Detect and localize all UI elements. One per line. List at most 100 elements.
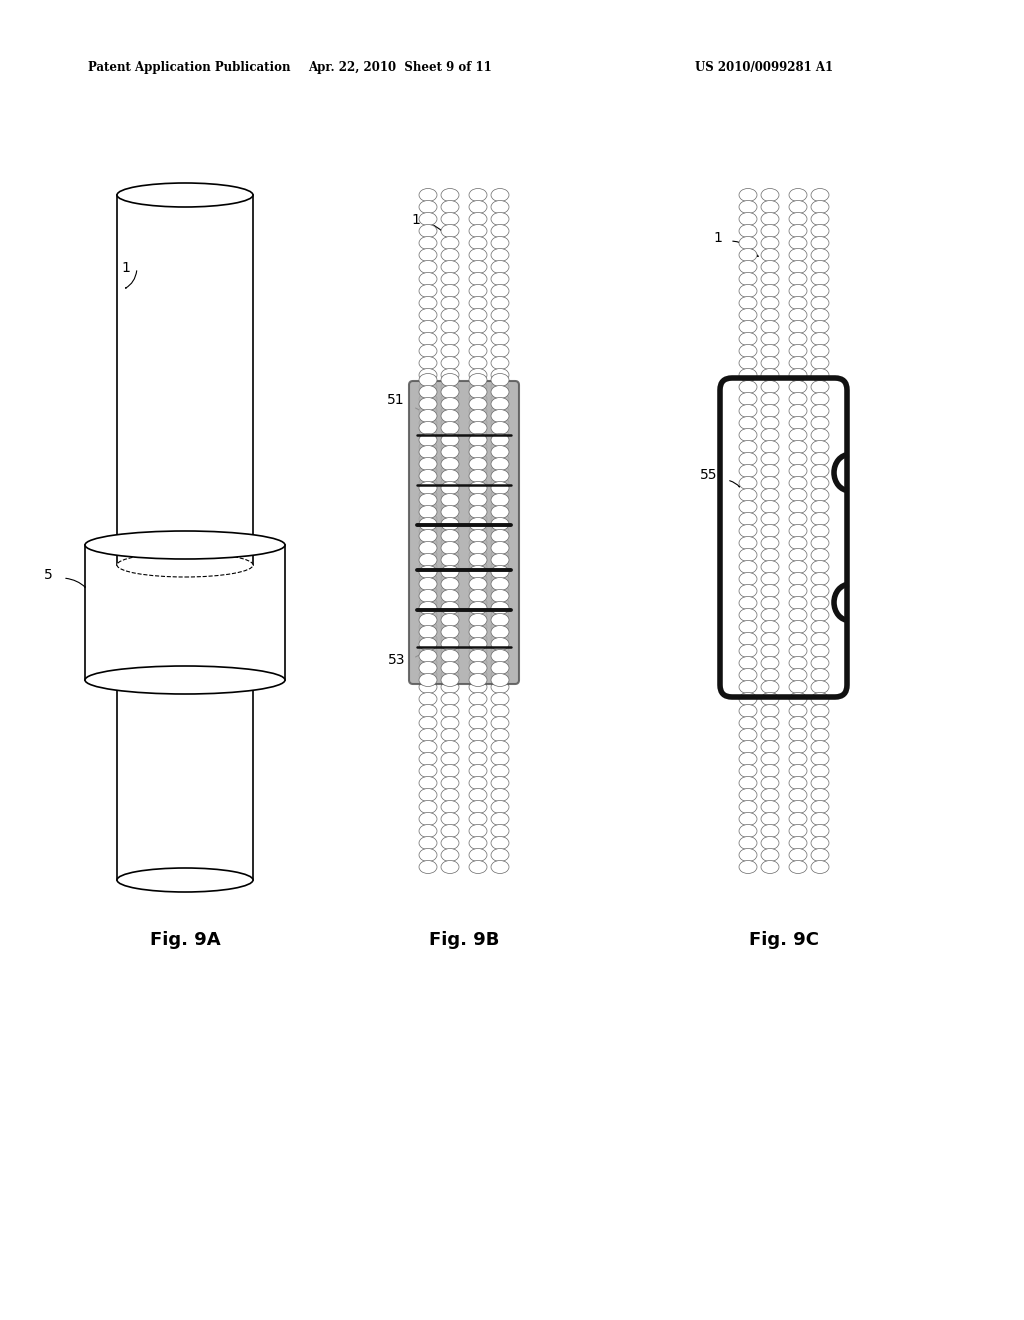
Ellipse shape: [419, 189, 437, 202]
Ellipse shape: [811, 549, 829, 561]
Ellipse shape: [811, 248, 829, 261]
Ellipse shape: [419, 374, 437, 387]
Ellipse shape: [441, 213, 459, 226]
Ellipse shape: [419, 752, 437, 766]
Ellipse shape: [469, 644, 487, 657]
Ellipse shape: [441, 849, 459, 862]
Ellipse shape: [441, 517, 459, 531]
Text: Patent Application Publication: Patent Application Publication: [88, 62, 291, 74]
Ellipse shape: [441, 512, 459, 525]
FancyArrowPatch shape: [416, 648, 426, 657]
Ellipse shape: [441, 321, 459, 334]
Ellipse shape: [790, 189, 807, 202]
Ellipse shape: [761, 561, 779, 573]
Ellipse shape: [790, 717, 807, 730]
Ellipse shape: [490, 705, 509, 718]
Ellipse shape: [790, 849, 807, 862]
Ellipse shape: [739, 620, 757, 634]
Ellipse shape: [739, 668, 757, 681]
Ellipse shape: [490, 446, 509, 458]
Ellipse shape: [419, 673, 437, 686]
Ellipse shape: [419, 345, 437, 358]
Ellipse shape: [441, 500, 459, 513]
Ellipse shape: [811, 368, 829, 381]
Ellipse shape: [811, 825, 829, 837]
Ellipse shape: [419, 638, 437, 651]
Text: Fig. 9B: Fig. 9B: [429, 931, 499, 949]
Ellipse shape: [739, 741, 757, 754]
Ellipse shape: [419, 512, 437, 525]
Ellipse shape: [469, 488, 487, 502]
Ellipse shape: [117, 869, 253, 892]
Ellipse shape: [441, 741, 459, 754]
Ellipse shape: [419, 729, 437, 742]
Ellipse shape: [761, 788, 779, 801]
Ellipse shape: [441, 380, 459, 393]
Ellipse shape: [469, 385, 487, 399]
Ellipse shape: [419, 861, 437, 874]
Ellipse shape: [490, 800, 509, 813]
Ellipse shape: [811, 656, 829, 669]
Ellipse shape: [490, 741, 509, 754]
Ellipse shape: [490, 236, 509, 249]
Ellipse shape: [790, 404, 807, 417]
Ellipse shape: [441, 433, 459, 446]
Ellipse shape: [490, 494, 509, 507]
Ellipse shape: [490, 404, 509, 417]
Ellipse shape: [469, 433, 487, 446]
Ellipse shape: [441, 345, 459, 358]
FancyArrowPatch shape: [431, 224, 450, 244]
Ellipse shape: [441, 260, 459, 273]
Ellipse shape: [441, 421, 459, 434]
Ellipse shape: [790, 776, 807, 789]
Ellipse shape: [469, 573, 487, 586]
Ellipse shape: [441, 638, 459, 651]
Ellipse shape: [761, 573, 779, 586]
Ellipse shape: [419, 649, 437, 663]
Ellipse shape: [761, 620, 779, 634]
Ellipse shape: [739, 224, 757, 238]
Ellipse shape: [790, 248, 807, 261]
Ellipse shape: [419, 429, 437, 441]
Ellipse shape: [419, 482, 437, 495]
Ellipse shape: [761, 668, 779, 681]
Ellipse shape: [811, 849, 829, 862]
Ellipse shape: [441, 673, 459, 686]
Ellipse shape: [419, 620, 437, 634]
Ellipse shape: [419, 644, 437, 657]
Ellipse shape: [469, 536, 487, 549]
Ellipse shape: [490, 506, 509, 519]
Ellipse shape: [419, 825, 437, 837]
Ellipse shape: [441, 397, 459, 411]
Ellipse shape: [739, 609, 757, 622]
Ellipse shape: [739, 236, 757, 249]
Ellipse shape: [490, 517, 509, 531]
Ellipse shape: [761, 248, 779, 261]
Ellipse shape: [469, 529, 487, 543]
Ellipse shape: [790, 656, 807, 669]
Ellipse shape: [761, 764, 779, 777]
Ellipse shape: [490, 590, 509, 602]
Ellipse shape: [441, 717, 459, 730]
Ellipse shape: [441, 632, 459, 645]
Ellipse shape: [811, 776, 829, 789]
Ellipse shape: [469, 272, 487, 285]
Ellipse shape: [419, 321, 437, 334]
Ellipse shape: [441, 309, 459, 322]
Ellipse shape: [469, 602, 487, 615]
Ellipse shape: [739, 813, 757, 825]
Ellipse shape: [739, 776, 757, 789]
Ellipse shape: [469, 673, 487, 686]
Ellipse shape: [811, 644, 829, 657]
Ellipse shape: [761, 404, 779, 417]
Ellipse shape: [490, 417, 509, 429]
Ellipse shape: [419, 549, 437, 561]
Ellipse shape: [811, 512, 829, 525]
FancyArrowPatch shape: [66, 578, 85, 587]
Ellipse shape: [490, 717, 509, 730]
FancyArrowPatch shape: [126, 271, 137, 288]
Ellipse shape: [441, 374, 459, 387]
Text: Fig. 9A: Fig. 9A: [150, 931, 220, 949]
Ellipse shape: [739, 465, 757, 478]
Ellipse shape: [490, 500, 509, 513]
